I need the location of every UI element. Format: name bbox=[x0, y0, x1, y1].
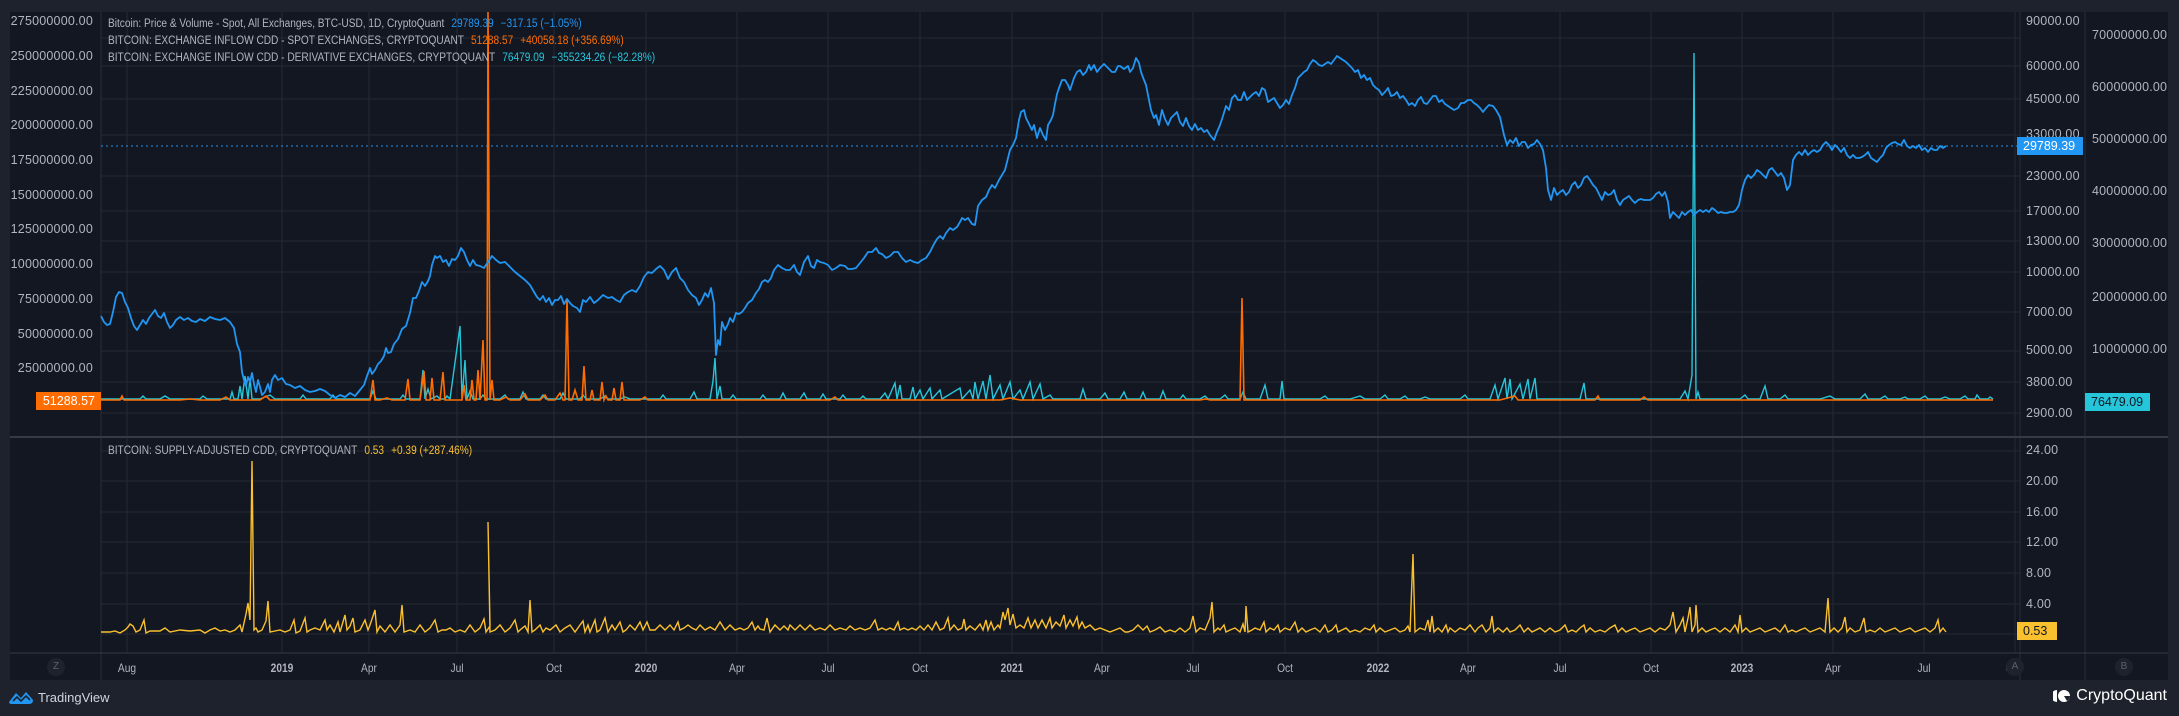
legend-deriv-label: BITCOIN: EXCHANGE INFLOW CDD - DERIVATIV… bbox=[108, 52, 496, 64]
derivative-cdd-last-value-tag: 76479.09 bbox=[2085, 393, 2150, 411]
indicator-tick: 20.00 bbox=[2026, 474, 2059, 488]
left-tick: 150000000.00 bbox=[10, 188, 93, 202]
time-tick: Oct bbox=[546, 661, 562, 675]
left-tick: 50000000.00 bbox=[17, 327, 93, 341]
legend-derivative-cdd[interactable]: BITCOIN: EXCHANGE INFLOW CDD - DERIVATIV… bbox=[108, 52, 655, 64]
left-tick: 100000000.00 bbox=[10, 257, 93, 271]
price-tick: 2900.00 bbox=[2026, 406, 2073, 420]
left-tick: 75000000.00 bbox=[17, 292, 93, 306]
indicator-tick: 24.00 bbox=[2026, 443, 2059, 457]
left-scale-button[interactable]: Z bbox=[47, 658, 65, 676]
time-tick: Jul bbox=[1186, 661, 1200, 675]
deriv-tick: 10000000.00 bbox=[2092, 342, 2168, 356]
price-tick: 17000.00 bbox=[2026, 204, 2080, 218]
legend-deriv-change: −355234.26 (−82.28%) bbox=[551, 52, 656, 64]
spot-cdd-last-value-tag: 51288.57 bbox=[36, 392, 101, 410]
deriv-tick: 70000000.00 bbox=[2092, 28, 2168, 42]
time-tick: Oct bbox=[1643, 661, 1659, 675]
tradingview-logo-icon bbox=[9, 692, 33, 704]
derivative-cdd-series bbox=[101, 52, 1994, 402]
time-tick: Apr bbox=[729, 661, 745, 675]
tradingview-brand[interactable]: TradingView bbox=[8, 689, 110, 705]
left-tick: 225000000.00 bbox=[10, 84, 93, 98]
cryptoquant-brand[interactable]: CryptoQuant bbox=[2053, 687, 2167, 705]
deriv-tick: 30000000.00 bbox=[2092, 236, 2168, 250]
price-tick: 7000.00 bbox=[2026, 305, 2073, 319]
time-tick: Oct bbox=[1277, 661, 1293, 675]
indicator-last-value-tag: 0.53 bbox=[2017, 622, 2057, 640]
deriv-tick: 20000000.00 bbox=[2092, 290, 2168, 304]
grid-vertical bbox=[126, 12, 2016, 653]
legend-price[interactable]: Bitcoin: Price & Volume - Spot, All Exch… bbox=[108, 18, 582, 30]
price-tick: 60000.00 bbox=[2026, 59, 2080, 73]
supply-adjusted-cdd-series bbox=[101, 460, 1947, 635]
time-tick: Apr bbox=[1825, 661, 1841, 675]
auto-scale-button[interactable]: A bbox=[2006, 658, 2024, 676]
time-tick: Jul bbox=[1553, 661, 1567, 675]
time-tick: 2023 bbox=[1730, 661, 1754, 675]
deriv-tick: 40000000.00 bbox=[2092, 184, 2168, 198]
left-tick: 250000000.00 bbox=[10, 49, 93, 63]
left-tick: 175000000.00 bbox=[10, 153, 93, 167]
left-tick: 275000000.00 bbox=[10, 14, 93, 28]
legend-indicator[interactable]: BITCOIN: SUPPLY-ADJUSTED CDD, CRYPTOQUAN… bbox=[108, 445, 472, 457]
legend-price-change: −317.15 (−1.05%) bbox=[500, 18, 582, 30]
legend-spot-value: 51288.57 bbox=[470, 35, 514, 47]
legend-spot-cdd[interactable]: BITCOIN: EXCHANGE INFLOW CDD - SPOT EXCH… bbox=[108, 35, 624, 47]
legend-spot-label: BITCOIN: EXCHANGE INFLOW CDD - SPOT EXCH… bbox=[108, 35, 464, 47]
time-tick: Oct bbox=[912, 661, 928, 675]
chart-frame bbox=[10, 12, 2168, 680]
time-tick: Apr bbox=[361, 661, 377, 675]
deriv-tick: 60000000.00 bbox=[2092, 80, 2168, 94]
time-tick: Jul bbox=[450, 661, 464, 675]
right-scale-b-button[interactable]: B bbox=[2115, 658, 2133, 676]
legend-indicator-label: BITCOIN: SUPPLY-ADJUSTED CDD, CRYPTOQUAN… bbox=[108, 445, 358, 457]
time-tick: Apr bbox=[1094, 661, 1110, 675]
price-last-value-tag: 29789.39 bbox=[2017, 137, 2083, 155]
price-tick: 45000.00 bbox=[2026, 92, 2080, 106]
grid-horizontal-bottom bbox=[101, 450, 2020, 635]
legend-deriv-value: 76479.09 bbox=[502, 52, 545, 64]
time-tick: Apr bbox=[1460, 661, 1476, 675]
time-tick: 2021 bbox=[1000, 661, 1024, 675]
price-tick: 3800.00 bbox=[2026, 375, 2073, 389]
cryptoquant-logo-icon bbox=[2053, 690, 2071, 702]
legend-spot-change: +40058.18 (+356.69%) bbox=[520, 35, 624, 47]
price-tick: 13000.00 bbox=[2026, 234, 2080, 248]
indicator-tick: 4.00 bbox=[2026, 597, 2052, 611]
time-tick: Aug bbox=[117, 661, 137, 675]
price-tick: 5000.00 bbox=[2026, 343, 2073, 357]
legend-indicator-change: +0.39 (+287.46%) bbox=[391, 445, 473, 457]
indicator-tick: 8.00 bbox=[2026, 566, 2052, 580]
legend-price-value: 29789.39 bbox=[451, 18, 494, 30]
btc-price-series bbox=[100, 55, 1947, 399]
price-tick: 23000.00 bbox=[2026, 169, 2080, 183]
price-tick: 90000.00 bbox=[2026, 14, 2080, 28]
left-tick: 200000000.00 bbox=[10, 118, 93, 132]
indicator-tick: 16.00 bbox=[2026, 505, 2059, 519]
legend-price-label: Bitcoin: Price & Volume - Spot, All Exch… bbox=[108, 18, 445, 30]
deriv-tick: 50000000.00 bbox=[2092, 132, 2168, 146]
cryptoquant-label: CryptoQuant bbox=[2076, 687, 2167, 704]
grid-horizontal-top bbox=[101, 37, 2020, 414]
left-tick: 125000000.00 bbox=[10, 222, 93, 236]
price-tick: 10000.00 bbox=[2026, 265, 2080, 279]
time-tick: 2022 bbox=[1366, 661, 1390, 675]
left-tick: 25000000.00 bbox=[17, 361, 93, 375]
indicator-tick: 12.00 bbox=[2026, 535, 2059, 549]
panel-borders bbox=[10, 12, 2168, 680]
legend-indicator-value: 0.53 bbox=[364, 445, 385, 457]
time-tick: Jul bbox=[1917, 661, 1931, 675]
time-tick: Jul bbox=[821, 661, 835, 675]
spot-cdd-series bbox=[101, 11, 1993, 403]
time-tick: 2019 bbox=[270, 661, 294, 675]
time-tick: 2020 bbox=[634, 661, 658, 675]
tradingview-label: TradingView bbox=[38, 689, 110, 705]
